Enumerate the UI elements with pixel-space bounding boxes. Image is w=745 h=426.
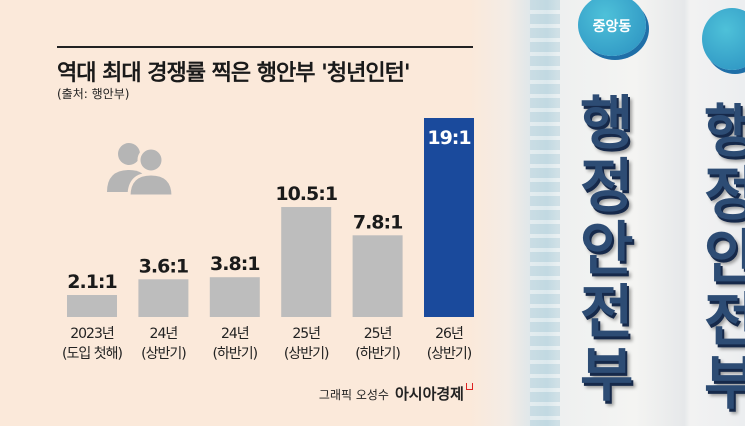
bar (352, 235, 403, 317)
bar (67, 295, 117, 317)
bar (424, 118, 474, 317)
sign-letter: 안 (704, 223, 745, 291)
data-label: 3.6:1 (139, 255, 188, 277)
badge-circle: 중앙동 (578, 0, 646, 56)
sign-letter: 부 (580, 341, 634, 409)
bar (281, 207, 332, 317)
credit-brand: 아시아경제 (394, 385, 464, 403)
brand-mark-icon (466, 383, 473, 390)
x-tick-label: 25년 (364, 326, 392, 342)
x-tick-label: (상반기) (141, 346, 186, 362)
ministry-building-photo (470, 0, 745, 426)
data-label: 7.8:1 (353, 211, 402, 233)
data-label: 10.5:1 (275, 183, 337, 205)
sign-letter: 전 (704, 286, 745, 354)
x-tick-label: 26년 (435, 326, 463, 342)
x-tick-label: 25년 (292, 326, 320, 342)
credit: 그래픽 오성수 아시아경제 (319, 383, 473, 404)
x-tick-label: 24년 (221, 326, 249, 342)
sign-letter: 부 (704, 349, 745, 417)
x-tick-label: (상반기) (284, 346, 329, 362)
bar-chart: 2.1:1 2023년 (도입 첫해) 3.6:1 24년 (상반기) 3.8:1 24년 (하… (62, 118, 474, 362)
data-label: 2.1:1 (67, 271, 116, 293)
sign-letter: 행 (704, 97, 745, 165)
data-label: 19:1 (427, 127, 470, 149)
x-tick-label: (상반기) (427, 346, 472, 362)
x-tick-label: (도입 첫해) (62, 346, 122, 362)
people-icon (107, 143, 175, 196)
sign-letter: 전 (580, 278, 634, 346)
title-rule (57, 46, 473, 48)
x-tick-label: 24년 (150, 326, 178, 342)
bar (209, 277, 260, 317)
x-tick-label: 2023년 (70, 326, 114, 342)
bar (138, 279, 189, 317)
badge-text: 중앙동 (592, 19, 632, 35)
x-tick-label: (하반기) (213, 346, 258, 362)
badge-circle-2 (702, 8, 745, 70)
sign-letter: 행 (580, 89, 634, 157)
photo-pole (530, 0, 560, 426)
data-label: 3.8:1 (210, 253, 259, 275)
page-title: 역대 최대 경쟁률 찍은 행안부 '청년인턴' (57, 61, 411, 86)
sign-letter: 정 (704, 160, 745, 228)
credit-author: 그래픽 오성수 (318, 388, 389, 402)
sign-letter: 정 (580, 152, 634, 220)
source-note: (출처: 행안부) (57, 87, 130, 101)
sign-letter: 안 (580, 215, 634, 283)
x-tick-label: (하반기) (355, 346, 400, 362)
